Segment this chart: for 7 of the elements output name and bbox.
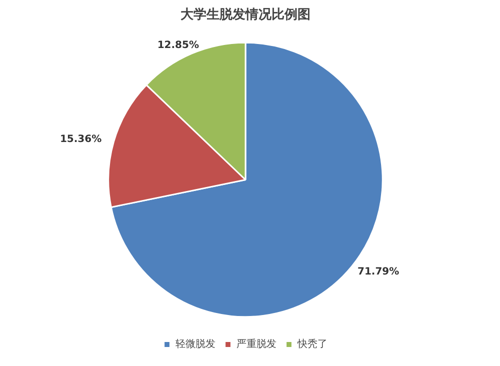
chart-title: 大学生脱发情况比例图 bbox=[180, 8, 310, 22]
legend-label: 严重脱发 bbox=[236, 338, 276, 351]
data-label: 12.85% bbox=[157, 40, 199, 52]
data-label: 15.36% bbox=[60, 134, 102, 145]
legend-label: 轻微脱发 bbox=[176, 338, 216, 351]
data-label: 71.79% bbox=[357, 266, 400, 278]
legend-label: 快秃了 bbox=[298, 338, 328, 351]
